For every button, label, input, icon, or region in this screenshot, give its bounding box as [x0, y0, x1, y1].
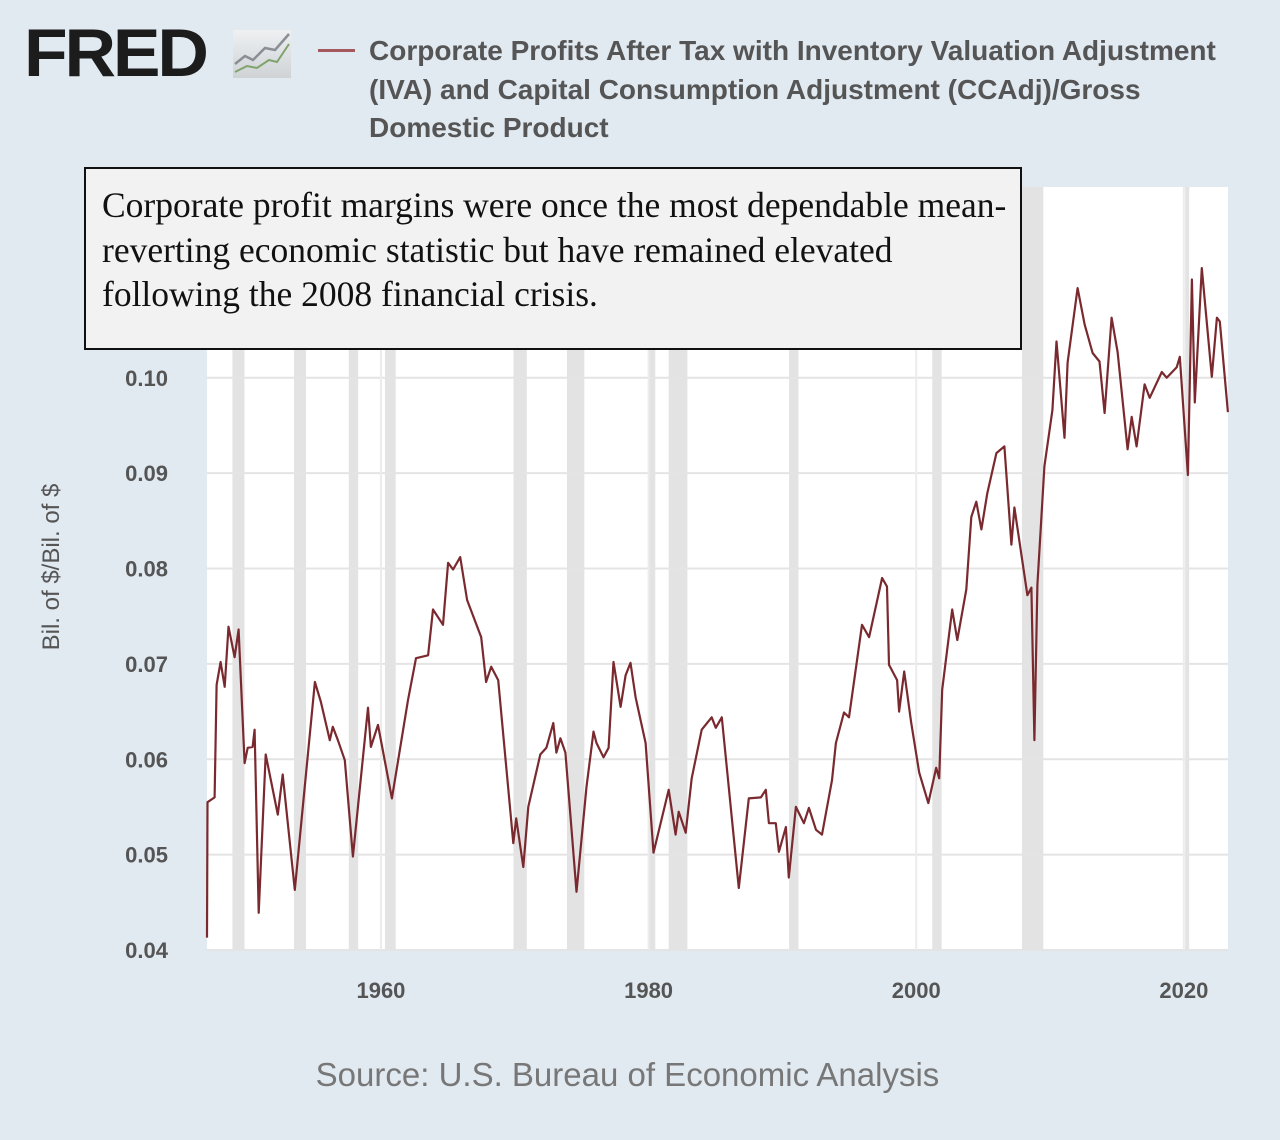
y-tick-label: 0.04 [125, 938, 169, 963]
x-tick-label: 2020 [1159, 978, 1208, 1003]
chart-title: Corporate Profits After Tax with Invento… [369, 35, 1216, 143]
legend-swatch [318, 49, 355, 52]
y-tick-label: 0.08 [125, 557, 168, 582]
y-tick-label: 0.09 [125, 461, 168, 486]
annotation-box: Corporate profit margins were once the m… [84, 167, 1022, 350]
y-tick-label: 0.10 [125, 366, 168, 391]
y-tick-label: 0.07 [125, 652, 168, 677]
fred-logo[interactable]: FRED [24, 15, 209, 91]
y-axis-label: Bil. of $/Bil. of $ [38, 483, 65, 651]
x-tick-label: 2000 [892, 978, 941, 1003]
y-tick-label: 0.06 [125, 747, 168, 772]
x-tick-label: 1980 [624, 978, 673, 1003]
line-chart-icon [233, 30, 291, 78]
x-tick-label: 1960 [356, 978, 405, 1003]
source-note: Source: U.S. Bureau of Economic Analysis [315, 1056, 940, 1093]
y-tick-label: 0.05 [125, 843, 168, 868]
